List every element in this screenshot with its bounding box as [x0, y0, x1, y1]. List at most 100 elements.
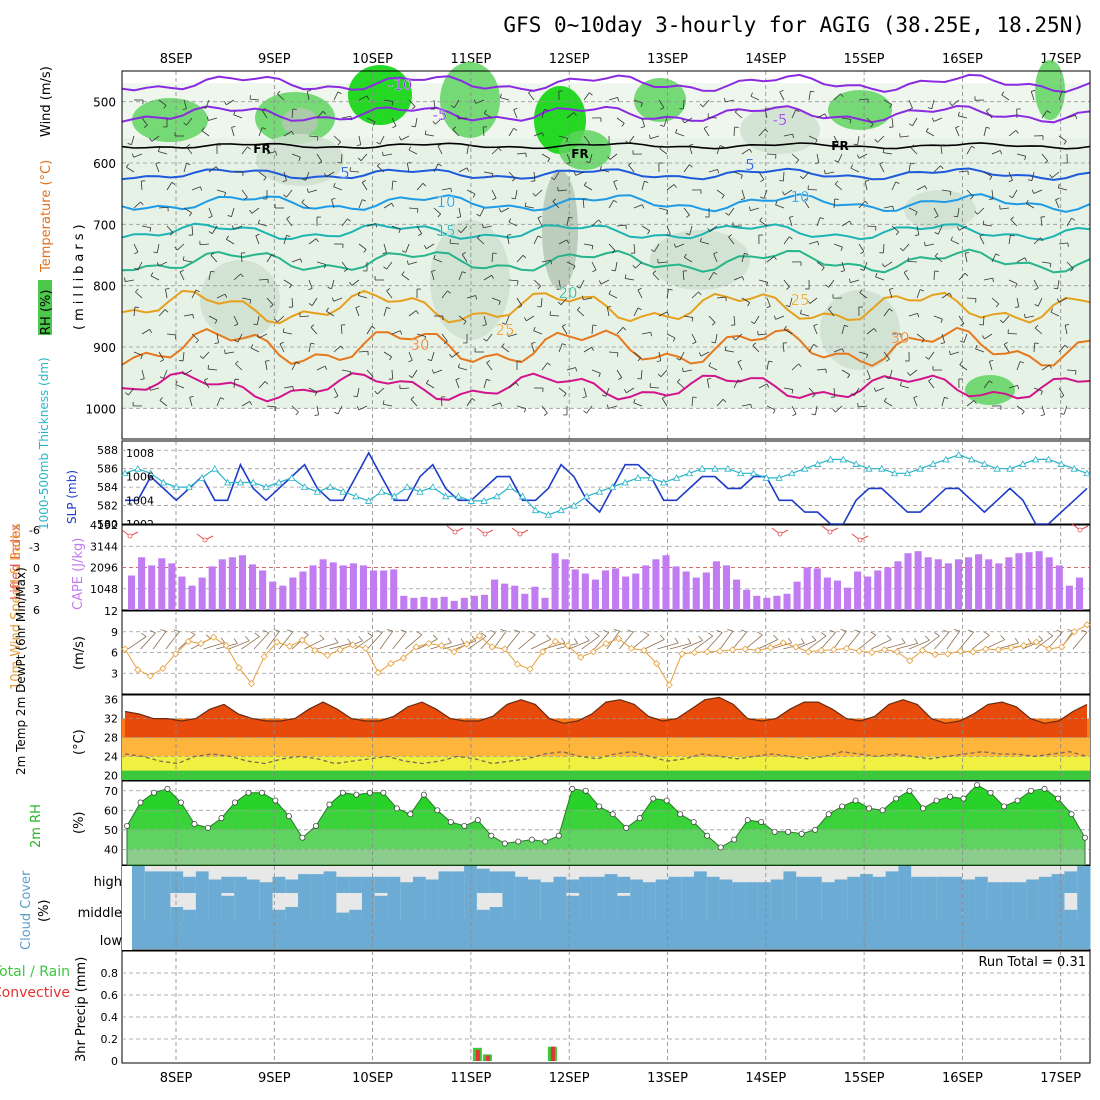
rh2m-marker	[690, 819, 697, 825]
rh2m-marker	[137, 799, 144, 806]
wind10-barb-flag	[347, 638, 352, 644]
wind-barb-staff	[816, 113, 826, 119]
cloud-cell	[987, 882, 1002, 893]
wind-barb-flag	[1027, 179, 1032, 182]
wind-barb-staff	[866, 117, 874, 125]
wind10-barb-flag	[173, 629, 180, 633]
cape-bar	[964, 557, 973, 610]
wind-barb-flag	[1060, 412, 1065, 415]
wind-barb-flag	[498, 147, 502, 152]
slp-series	[121, 450, 1091, 525]
wind-barb-staff	[399, 387, 410, 390]
wind-barb-staff	[986, 110, 993, 119]
wind-barb-flag	[791, 389, 794, 394]
wind-barb-flag	[501, 322, 506, 325]
wind-barb-staff	[458, 207, 462, 217]
wind-barb-flag	[1056, 298, 1060, 303]
cloud-cell	[911, 921, 925, 949]
wind-barb-staff	[791, 153, 800, 161]
cloud-cell	[336, 876, 350, 893]
wind-barb-staff	[633, 351, 641, 359]
wind10-barb-flag	[925, 635, 930, 641]
wind-barb-flag	[224, 101, 227, 105]
wind-barb-flag	[175, 380, 178, 385]
wind-barb-flag	[415, 310, 419, 315]
wind-barb-staff	[415, 117, 418, 127]
temp-contour-10	[121, 193, 1091, 213]
wind-barb-staff	[783, 133, 793, 137]
cloud-cell	[170, 871, 184, 893]
wind-barb-staff	[958, 170, 968, 173]
wind10-barb-flag	[820, 632, 827, 637]
rh2m-marker	[663, 797, 670, 804]
cape-bar	[753, 595, 761, 610]
cloud-cell	[361, 893, 376, 921]
wind-barb-flag	[832, 408, 836, 413]
wind-barb-flag	[407, 162, 412, 164]
wind-barb-flag	[356, 144, 361, 146]
wind-barb-staff	[491, 252, 494, 263]
wind-barb-staff	[491, 297, 501, 302]
wind-barb-staff	[691, 396, 694, 407]
wind-barb-flag	[1061, 91, 1066, 94]
wind10-barb-flag	[674, 637, 679, 644]
wind-barb-flag	[308, 303, 313, 306]
wind-barb-staff	[600, 169, 610, 173]
wind-barb-flag	[1014, 306, 1019, 308]
wind-barb-flag	[566, 138, 569, 143]
wind-barb-flag	[262, 127, 267, 130]
cloud-cell	[860, 874, 874, 893]
rh2m-marker	[124, 822, 130, 829]
wind10-barb-staff	[845, 631, 861, 650]
wind-barb-staff	[199, 243, 210, 246]
wind-barb-staff	[628, 164, 635, 173]
contour-label: 20	[558, 284, 577, 302]
wind10-marker	[754, 646, 762, 654]
cloud-cell	[604, 893, 618, 921]
rh2m-marker	[960, 795, 967, 802]
thickness-marker	[288, 474, 296, 481]
cloud-cell	[962, 921, 976, 949]
temp-contour-5	[121, 167, 1091, 181]
wind-barb-staff	[955, 127, 960, 137]
cloud-level-label: middle	[78, 906, 122, 921]
wind-barb-staff	[984, 333, 993, 340]
wind10-barb-staff	[858, 634, 877, 650]
temp-contour-m10	[121, 73, 1091, 93]
wind10-barb-flag	[263, 630, 270, 634]
wind-barb-staff	[561, 326, 568, 335]
wind-barb-staff	[677, 381, 685, 389]
wind-barb-flag	[1019, 361, 1024, 364]
wind-barb-staff	[475, 99, 485, 104]
cloud-cell	[183, 909, 197, 921]
wind-barb-staff	[183, 259, 193, 263]
wind-barb-flag	[247, 146, 251, 150]
wind-barb-flag	[134, 306, 139, 308]
wind-barb-staff	[333, 297, 343, 302]
rh2m-marker	[407, 811, 414, 818]
wind-barb-staff	[483, 171, 493, 174]
wind-barb-staff	[708, 168, 718, 173]
wind-barb-flag	[201, 127, 205, 131]
wind-barb-staff	[1058, 91, 1063, 101]
wind-barb-staff	[1016, 297, 1020, 307]
wind-barb-flag	[201, 106, 206, 109]
thickness-marker	[236, 478, 245, 486]
wind-barb-flag	[337, 141, 341, 146]
cloud-cell	[757, 893, 772, 921]
wind-barb-staff	[458, 271, 463, 281]
wind-barb-staff	[283, 331, 293, 335]
cloud-cell	[170, 907, 184, 921]
thickness-marker	[865, 464, 873, 472]
rh-patch	[634, 78, 686, 122]
wind-barb-flag	[1024, 313, 1026, 318]
rh2m-series	[124, 781, 1088, 866]
cloud-cell	[860, 921, 874, 949]
cape-bar	[138, 557, 146, 610]
wind10-marker	[804, 648, 813, 656]
wind-barb-staff	[1064, 325, 1068, 335]
wind-barb-staff	[216, 293, 226, 299]
upper-ylabel-pressure: (millibars)	[72, 220, 87, 330]
wind-barb-flag	[1040, 390, 1043, 395]
